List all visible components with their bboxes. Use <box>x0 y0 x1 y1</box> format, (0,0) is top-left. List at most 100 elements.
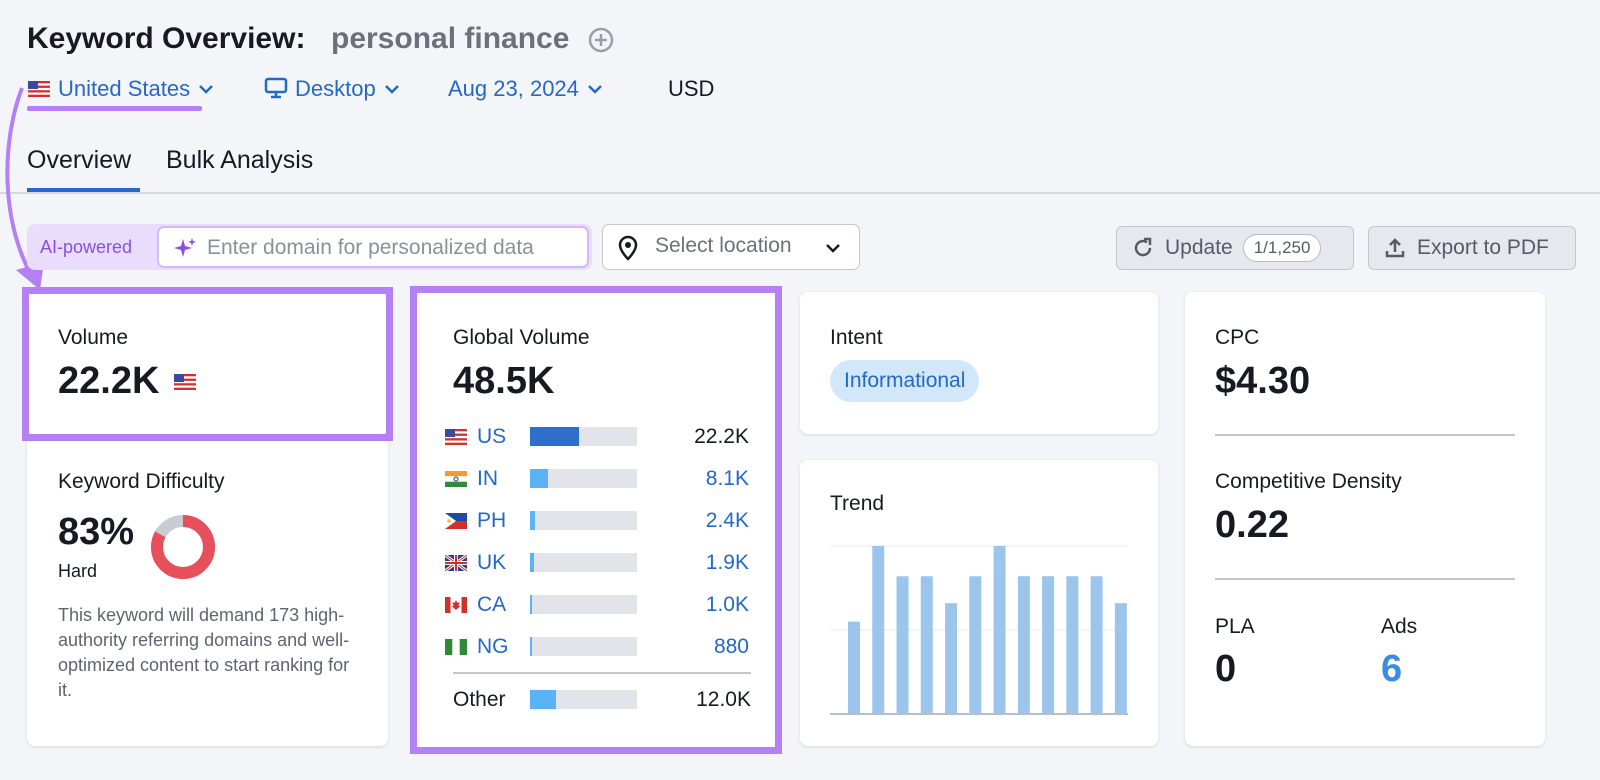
device-select[interactable]: Desktop <box>295 76 402 102</box>
difficulty-card: Keyword Difficulty 83% Hard This keyword… <box>27 441 388 746</box>
difficulty-value: 83% <box>58 511 135 553</box>
country-value: 1.0K <box>705 593 749 616</box>
other-label: Other <box>453 688 506 711</box>
location-placeholder: Select location <box>655 234 792 257</box>
global-volume-card: Global Volume 48.5K US 22.2K IN 8.1K PH 2.4K U… <box>415 290 777 748</box>
upload-icon <box>1385 238 1405 258</box>
bar-track <box>530 553 637 572</box>
ads-value[interactable]: 6 <box>1381 648 1403 690</box>
bar <box>530 469 548 488</box>
density-value: 0.22 <box>1215 504 1289 546</box>
country-row: NG 880 <box>445 635 749 659</box>
trend-bar <box>872 546 885 714</box>
bar-track <box>530 595 637 614</box>
add-icon[interactable] <box>588 27 614 53</box>
trend-bar <box>993 546 1006 714</box>
keyword: personal finance <box>331 22 570 55</box>
date: Aug 23, 2024 <box>448 76 579 101</box>
country-code[interactable]: US <box>477 425 507 448</box>
country-row: CA 1.0K <box>445 593 749 617</box>
country-code[interactable]: IN <box>477 467 498 490</box>
trend-bar <box>848 621 860 714</box>
volume-value: 22.2K <box>58 360 160 402</box>
intent-card: Intent Informational <box>800 292 1158 434</box>
highlight-box <box>410 286 782 754</box>
bar-track <box>530 511 637 530</box>
trend-bar <box>1114 603 1127 714</box>
refresh-icon <box>1134 237 1152 257</box>
separator <box>0 192 1600 194</box>
bar-track <box>530 469 637 488</box>
trend-bar <box>969 576 982 714</box>
trend-bar <box>1017 576 1030 714</box>
export-button[interactable]: Export to PDF <box>1368 226 1576 270</box>
domain-placeholder: Enter domain for personalized data <box>207 236 534 259</box>
cpc-label: CPC <box>1215 326 1260 349</box>
domain-input[interactable]: Enter domain for personalized data <box>157 226 589 268</box>
country-value: 880 <box>713 635 749 658</box>
density-label: Competitive Density <box>1215 470 1402 493</box>
flag <box>445 555 467 571</box>
country-value: 2.4K <box>705 509 749 532</box>
export-label: Export to PDF <box>1417 236 1549 259</box>
country-code[interactable]: NG <box>477 635 509 658</box>
pin-icon <box>618 235 638 261</box>
chevron <box>826 244 840 253</box>
country-value: 8.1K <box>705 467 749 490</box>
tab-indicator <box>27 188 140 192</box>
volume-label: Volume <box>58 326 129 349</box>
trend-bar <box>945 603 958 714</box>
ads-label: Ads <box>1381 615 1418 638</box>
sparkle-icon <box>174 238 196 257</box>
pla-label: PLA <box>1215 615 1255 638</box>
chevron <box>588 85 602 94</box>
location-select[interactable]: Select location <box>602 224 860 270</box>
divider <box>453 672 751 674</box>
trend-bar <box>920 576 933 714</box>
other-row: Other 12.0K <box>453 688 751 712</box>
flag <box>445 597 467 613</box>
title: Keyword Overview: <box>27 22 306 55</box>
update-button[interactable]: Update 1/1,250 <box>1116 226 1354 270</box>
volume-card: Volume 22.2K <box>27 292 388 435</box>
bar <box>530 637 532 656</box>
cpc-card: CPC $4.30 Competitive Density 0.22 PLA 0… <box>1185 292 1545 746</box>
update-label: Update <box>1165 236 1233 259</box>
country-row: IN 8.1K <box>445 467 749 491</box>
divider <box>1215 434 1515 436</box>
difficulty-level: Hard <box>58 561 98 581</box>
currency: USD <box>668 76 715 101</box>
country-code[interactable]: CA <box>477 593 507 616</box>
chevron <box>384 85 399 94</box>
difficulty-label: Keyword Difficulty <box>58 470 225 493</box>
global-volume-value: 48.5K <box>453 360 555 402</box>
trend-card: Trend <box>800 460 1158 746</box>
country-code[interactable]: UK <box>477 551 507 574</box>
difficulty-description: This keyword will demand 173 high-author… <box>58 605 350 700</box>
difficulty-donut <box>151 515 215 579</box>
tab[interactable]: Overview <box>27 146 132 174</box>
other-value: 12.0K <box>696 688 751 711</box>
country-code[interactable]: PH <box>477 509 507 532</box>
intent-badge: Informational <box>830 360 980 402</box>
flag <box>445 471 467 487</box>
flag <box>445 513 467 529</box>
desktop-icon <box>264 77 288 99</box>
us-flag <box>28 81 50 97</box>
bar <box>530 427 579 446</box>
highlight-box <box>22 287 393 441</box>
bar <box>530 511 536 530</box>
country-row: PH 2.4K <box>445 509 749 533</box>
device: Desktop <box>295 76 376 101</box>
country-row: US 22.2K <box>445 425 749 449</box>
trend-bar <box>1066 576 1079 714</box>
tab[interactable]: Bulk Analysis <box>166 146 314 174</box>
donut-arc <box>151 515 215 579</box>
date-select[interactable]: Aug 23, 2024 <box>448 76 605 102</box>
country-value: 1.9K <box>705 551 749 574</box>
bar <box>530 553 535 572</box>
country-select[interactable]: United States <box>58 76 216 102</box>
bar-track <box>530 690 637 709</box>
trend-bar <box>896 576 909 714</box>
